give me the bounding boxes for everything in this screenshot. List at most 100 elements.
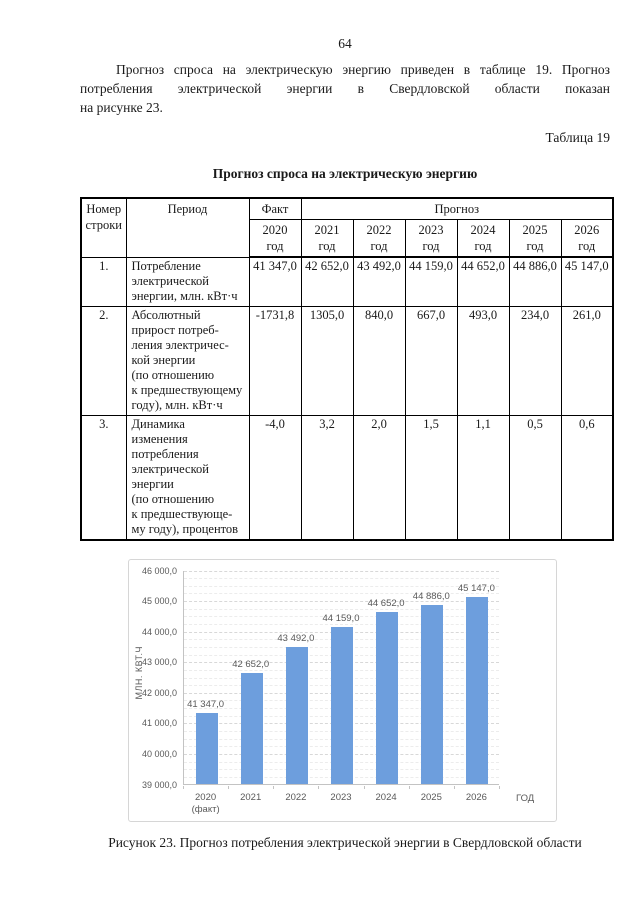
header-forecast: Прогноз	[300, 197, 614, 220]
header-year: 2026 год	[560, 219, 614, 258]
period-cell: Динамика изменения потребления электриче…	[125, 414, 250, 540]
row-number-cell: 3.	[80, 414, 127, 540]
x-axis-tickmark	[183, 785, 184, 789]
x-tick-label: 2024	[375, 791, 397, 803]
y-tick-label: 40 000,0	[141, 748, 177, 759]
value-cell: 1,5	[404, 414, 458, 540]
value-cell: 43 492,0	[352, 256, 406, 307]
y-tick-label: 41 000,0	[141, 718, 177, 729]
bar	[331, 626, 353, 785]
y-tick-label: 46 000,0	[141, 565, 177, 576]
period-cell: Потребление электрической энергии, млн. …	[125, 256, 250, 307]
x-tick-label: 2026	[465, 791, 487, 803]
paragraph-line-2: потребления электрической энергии в Свер…	[80, 81, 610, 96]
table-header-row-1: Номер строки Период Факт Прогноз	[80, 197, 614, 258]
page-number: 64	[338, 36, 352, 51]
header-year: 2023 год	[404, 219, 458, 258]
value-cell: 44 652,0	[456, 256, 510, 307]
y-tick-label: 44 000,0	[141, 626, 177, 637]
value-cell: -4,0	[248, 414, 302, 540]
paragraph-line-3: на рисунке 23.	[80, 100, 163, 115]
value-cell: 1,1	[456, 414, 510, 540]
plot-area	[183, 570, 499, 785]
bar-value-label: 43 492,0	[277, 633, 315, 645]
x-tick-label: 2025	[420, 791, 442, 803]
value-cell: 44 886,0	[508, 256, 562, 307]
paragraph-line-1: Прогноз спроса на электрическую энергию …	[116, 62, 610, 77]
y-tick-label: 39 000,0	[141, 779, 177, 790]
bar	[421, 604, 444, 785]
table-label: Таблица 19	[545, 130, 611, 145]
bar	[240, 672, 263, 785]
header-year: 2022 год	[352, 219, 406, 258]
x-tick-label: 2022	[285, 791, 307, 803]
header-fact: Факт	[248, 197, 302, 220]
minor-gridline	[184, 578, 499, 580]
header-year: 2024 год	[456, 219, 510, 258]
x-axis-tickmark	[499, 785, 500, 789]
header-row-number: Номер строки	[80, 197, 127, 258]
table-row: 3. Динамика изменения потребления электри…	[80, 414, 614, 540]
y-tick-label: 45 000,0	[141, 596, 177, 607]
value-cell: 493,0	[456, 305, 510, 416]
value-cell: 0,6	[560, 414, 614, 540]
minor-gridline	[184, 616, 499, 618]
table-body: 1. Потребление электрической энергии, млн…	[80, 256, 614, 540]
bar-value-label: 45 147,0	[457, 582, 495, 594]
bar-value-label: 44 652,0	[367, 597, 405, 609]
bar-value-label: 44 159,0	[322, 612, 360, 624]
row-number-cell: 2.	[80, 305, 127, 416]
bar	[285, 647, 308, 785]
x-axis-title: ГОД	[516, 792, 535, 804]
value-cell: 42 652,0	[300, 256, 354, 307]
major-gridline	[184, 601, 499, 603]
x-axis-tickmark	[453, 785, 455, 789]
y-tick-label: 42 000,0	[141, 687, 177, 698]
bar	[376, 611, 399, 785]
x-tick-label: 2021	[240, 791, 262, 803]
y-tick-label: 43 000,0	[141, 657, 177, 668]
value-cell: 2,0	[352, 414, 406, 540]
value-cell: 0,5	[508, 414, 562, 540]
x-axis-tickmark	[408, 785, 410, 789]
bar	[195, 712, 218, 785]
minor-gridline	[184, 593, 499, 595]
x-axis-tickmark	[318, 785, 320, 789]
x-tick-label: 2020 (факт)	[191, 791, 220, 815]
minor-gridline	[184, 585, 499, 587]
value-cell: 44 159,0	[404, 256, 458, 307]
table-row: 2. Абсолютный прирост потреб- ления элект…	[80, 305, 614, 416]
value-cell: 3,2	[300, 414, 354, 540]
x-axis-tickmark	[228, 785, 230, 789]
value-cell: 840,0	[352, 305, 406, 416]
row-number-cell: 1.	[80, 256, 127, 307]
value-cell: 234,0	[508, 305, 562, 416]
x-tick-label: 2023	[330, 791, 352, 803]
header-year: 2025 год	[508, 219, 562, 258]
value-cell: 1305,0	[300, 305, 354, 416]
figure-caption: Рисунок 23. Прогноз потребления электрич…	[108, 834, 582, 850]
bar	[466, 596, 489, 785]
minor-gridline	[184, 624, 499, 625]
minor-gridline	[184, 608, 499, 610]
x-axis-tickmark	[273, 785, 275, 789]
bar-value-label: 42 652,0	[232, 658, 270, 670]
header-year: 2021 год	[300, 219, 354, 258]
bar-value-label: 41 347,0	[187, 698, 225, 710]
header-year: 2020 год	[248, 219, 302, 258]
demand-table: Номер строки Период Факт Прогноз 2020 го…	[80, 197, 615, 541]
x-axis-tickmark	[363, 785, 365, 789]
table-row: 1. Потребление электрической энергии, млн…	[80, 256, 614, 307]
period-cell: Абсолютный прирост потреб- ления электри…	[125, 305, 250, 416]
value-cell: 667,0	[404, 305, 458, 416]
value-cell: 261,0	[560, 305, 614, 416]
value-cell: -1731,8	[248, 305, 302, 416]
value-cell: 45 147,0	[560, 256, 614, 307]
table-title: Прогноз спроса на электрическую энергию	[212, 166, 478, 181]
header-period: Период	[125, 197, 250, 258]
paragraph: Прогноз спроса на электрическую энергию …	[80, 60, 610, 117]
major-gridline	[184, 570, 499, 572]
bar-value-label: 44 886,0	[412, 590, 450, 602]
table-header-row-2: 2020 год 2021 год 2022 год 2023 год 2024…	[81, 219, 614, 258]
